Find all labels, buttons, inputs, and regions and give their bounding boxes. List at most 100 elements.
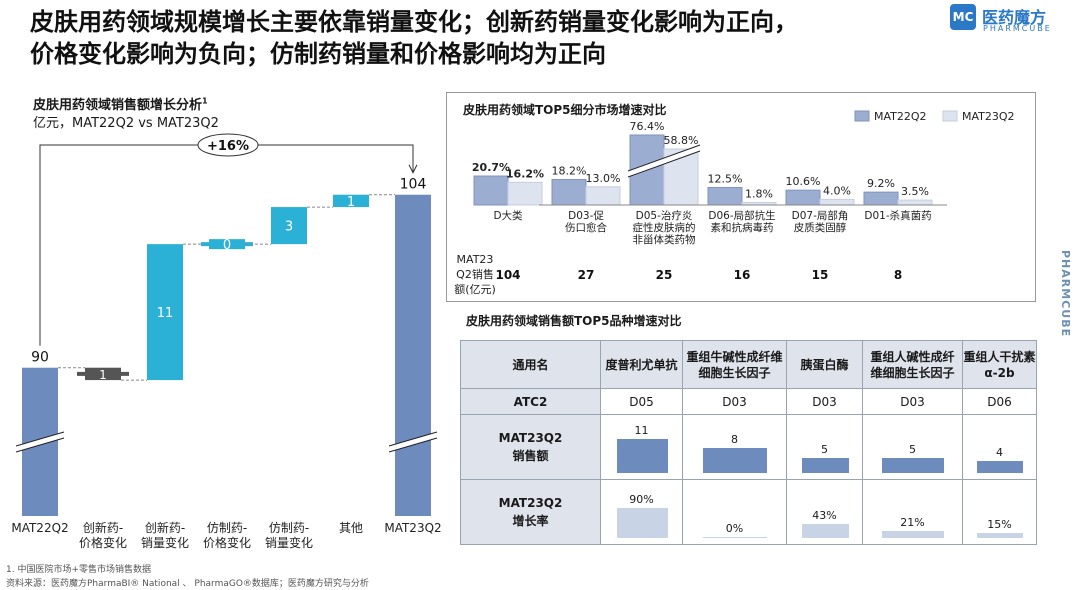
product-name-line: 度普利尤单抗 (605, 357, 678, 372)
growth-value-label: 43% (812, 508, 837, 522)
segment-bar (863, 191, 899, 206)
product-header-1: 重组牛碱性成纤维 细胞生长因子 (682, 340, 787, 389)
growth-cell-chart: 15% (963, 480, 1036, 544)
product-header-0: 度普利尤单抗 (600, 340, 683, 389)
sales-bar (802, 457, 849, 473)
segment-sales-value: 25 (656, 268, 673, 282)
segment-value-label: 9.2% (867, 177, 895, 190)
growth-bar (703, 537, 767, 538)
sales-cell: 8 (682, 414, 787, 480)
segment-category-label: D大类 (493, 209, 523, 222)
logo-text-en: PHARMCUBE (983, 24, 1052, 33)
waterfall-category-label: 其他 (339, 521, 363, 535)
segment-sales-value: 8 (894, 268, 902, 282)
growth-cell: 43% (786, 479, 863, 545)
corner-header: 通用名 (460, 340, 601, 389)
product-header-4: 重组人干扰素 α-2b (962, 340, 1037, 389)
sales-value-label: 8 (731, 433, 738, 447)
legend-label: MAT22Q2 (874, 110, 927, 123)
waterfall-value-label: 11 (157, 306, 174, 321)
segment-bar (707, 187, 743, 206)
segment-bar (473, 175, 509, 206)
axis-break-icon (628, 145, 700, 177)
segment-sales-row-label: 额(亿元) (454, 283, 496, 296)
sales-bar (882, 457, 944, 473)
sales-cell: 4 (962, 414, 1037, 480)
product-name-line: 维细胞生长因子 (870, 365, 955, 380)
waterfall-category-label: 销量变化 (265, 535, 313, 550)
axis-break-line (627, 144, 701, 172)
waterfall-title: 皮肤用药领域销售额增长分析1 (33, 96, 208, 113)
product-header-3: 重组人碱性成纤 维细胞生长因子 (862, 340, 963, 389)
segment-value-label: 20.7% (472, 161, 510, 174)
growth-cell-chart: 43% (787, 480, 862, 544)
segment-value-label: 12.5% (708, 173, 743, 186)
title-line-1: 皮肤用药领域规模增长主要依靠销量变化；创新药销量变化影响为正向， (30, 8, 798, 36)
product-name-line: 重组人碱性成纤 (870, 349, 955, 364)
growth-cell: 90% (600, 479, 683, 545)
side-brand-text: PHARMCUBE (1059, 250, 1072, 338)
growth-value-label: 21% (900, 516, 925, 529)
sales-cell: 5 (862, 414, 963, 480)
waterfall-value-label: 90 (31, 350, 49, 366)
segment-category-label: 皮质类固醇 (794, 221, 847, 234)
legend-swatch (854, 110, 870, 122)
segment-bar (785, 189, 821, 206)
growth-arrow-icon (408, 164, 418, 174)
waterfall-value-label: 1 (347, 195, 355, 210)
sales-bar (703, 448, 767, 473)
segment-value-label: 3.5% (901, 185, 929, 198)
segment-value-label: 58.8% (664, 134, 699, 147)
segment-sales-value: 16 (734, 268, 751, 282)
waterfall-bar (333, 194, 369, 208)
atc2-cell: D05 (600, 388, 683, 415)
legend-label: MAT23Q2 (962, 110, 1015, 123)
growth-value-label: 0% (725, 522, 744, 535)
segment-chart-title: 皮肤用药领域TOP5细分市场增速对比 (463, 103, 667, 117)
atc2-cell: D03 (682, 388, 787, 415)
segment-bar (897, 199, 933, 206)
segment-bar (507, 181, 543, 206)
product-table-title: 皮肤用药领域销售额TOP5品种增速对比 (466, 314, 682, 328)
growth-cell: 21% (862, 479, 963, 545)
axis-break-line (15, 437, 65, 453)
waterfall-category-label: 价格变化 (79, 535, 127, 550)
waterfall-bar-cap (77, 371, 129, 376)
segment-value-label: 10.6% (786, 175, 821, 188)
waterfall-category-label: 仿制药- (269, 521, 309, 535)
waterfall-bar (395, 194, 431, 516)
growth-cell: 15% (962, 479, 1037, 545)
sales-cell-chart: 5 (787, 415, 862, 479)
segment-bar (819, 198, 855, 206)
segment-bar (551, 179, 587, 206)
segment-category-label: D03-促 (568, 209, 604, 222)
product-header-2: 胰蛋白酶 (786, 340, 863, 389)
segment-sales-value: 104 (495, 268, 520, 282)
segment-sales-value: 27 (578, 268, 595, 282)
waterfall-chart: 90MAT22Q21创新药-价格变化11创新药-销量变化0仿制药-价格变化3仿制… (11, 133, 442, 550)
growth-badge (197, 133, 259, 157)
atc2-header: ATC2 (460, 388, 601, 415)
sales-cell-chart: 11 (601, 415, 682, 479)
waterfall-category-label: 销量变化 (141, 535, 189, 550)
waterfall-title-sup: 1 (202, 96, 208, 106)
axis-break-line (15, 431, 65, 447)
waterfall-value-label: 3 (285, 220, 293, 235)
waterfall-unit: 亿元，MAT22Q2 vs MAT23Q2 (33, 116, 219, 131)
waterfall-value-label: 104 (400, 177, 427, 193)
growth-cell: 0% (682, 479, 787, 545)
title-line-2: 价格变化影响为负向；仿制药销量和价格影响均为正向 (30, 40, 606, 68)
sales-cell-chart: 4 (963, 415, 1036, 479)
growth-label: +16% (207, 139, 249, 154)
segment-category-label: 非甾体类药物 (633, 233, 696, 246)
segment-bar (585, 186, 621, 206)
product-name-line: α-2b (984, 365, 1015, 380)
segment-category-label: D07-局部角 (792, 209, 849, 222)
segment-sales-row-label: Q2销售 (456, 267, 494, 281)
segment-category-label: D01-杀真菌药 (864, 209, 931, 222)
waterfall-category-label: MAT23Q2 (384, 521, 441, 535)
sales-value-label: 4 (996, 445, 1003, 459)
growth-cell-chart: 0% (683, 480, 786, 544)
source-note: 资料来源：医药魔方PharmaBI® National 、 PharmaGO®数… (6, 579, 369, 589)
waterfall-bar-cap (201, 242, 253, 247)
